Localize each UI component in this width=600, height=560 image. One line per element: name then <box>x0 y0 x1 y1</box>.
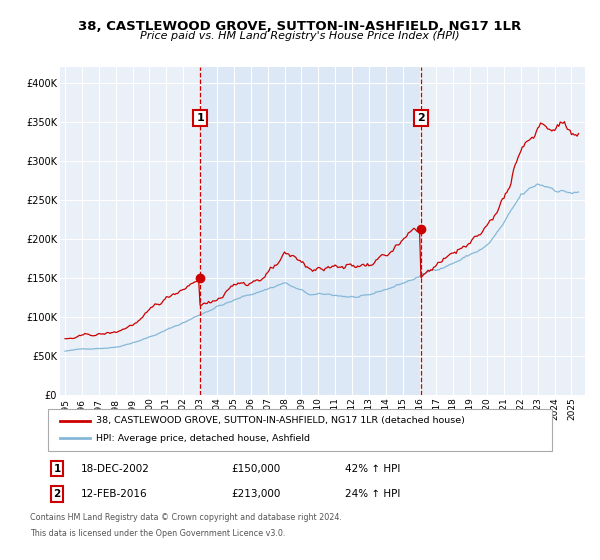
Text: 1: 1 <box>53 464 61 474</box>
Text: 42% ↑ HPI: 42% ↑ HPI <box>345 464 400 474</box>
Text: Contains HM Land Registry data © Crown copyright and database right 2024.: Contains HM Land Registry data © Crown c… <box>30 513 342 522</box>
Text: 24% ↑ HPI: 24% ↑ HPI <box>345 489 400 499</box>
Text: 2: 2 <box>417 113 425 123</box>
Bar <box>200 67 421 395</box>
Text: £150,000: £150,000 <box>231 464 280 474</box>
Text: 1: 1 <box>196 113 204 123</box>
Text: £213,000: £213,000 <box>231 489 280 499</box>
Text: This data is licensed under the Open Government Licence v3.0.: This data is licensed under the Open Gov… <box>30 529 286 538</box>
Text: 2: 2 <box>53 489 61 499</box>
Text: 38, CASTLEWOOD GROVE, SUTTON-IN-ASHFIELD, NG17 1LR (detached house): 38, CASTLEWOOD GROVE, SUTTON-IN-ASHFIELD… <box>96 416 465 425</box>
Text: 38, CASTLEWOOD GROVE, SUTTON-IN-ASHFIELD, NG17 1LR: 38, CASTLEWOOD GROVE, SUTTON-IN-ASHFIELD… <box>79 20 521 32</box>
Text: Price paid vs. HM Land Registry's House Price Index (HPI): Price paid vs. HM Land Registry's House … <box>140 31 460 41</box>
Text: 18-DEC-2002: 18-DEC-2002 <box>81 464 150 474</box>
Text: HPI: Average price, detached house, Ashfield: HPI: Average price, detached house, Ashf… <box>96 433 310 443</box>
Text: 12-FEB-2016: 12-FEB-2016 <box>81 489 148 499</box>
